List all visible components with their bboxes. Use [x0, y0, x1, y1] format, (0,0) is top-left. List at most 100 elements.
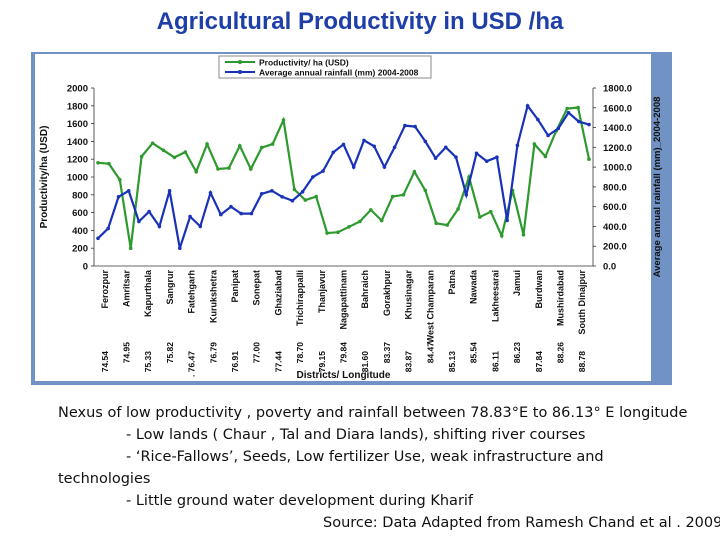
series-point-1 [382, 165, 387, 169]
x-category-label: Trichirappalli [295, 270, 305, 326]
series-point-1 [270, 189, 274, 193]
y2-tick-label: 1200.0 [603, 143, 632, 154]
legend-marker-1 [238, 70, 242, 74]
x-longitude-label: 75.82 [165, 342, 175, 364]
series-point-0 [587, 157, 591, 161]
series-point-0 [314, 194, 319, 199]
x-longitude-label: 87.84 [534, 351, 544, 373]
x-longitude-label: 77.44 [273, 351, 283, 373]
x-longitude-label: 86.11 [490, 351, 500, 372]
series-point-1 [126, 189, 131, 193]
x-longitude-label: . 76.47 [187, 351, 197, 377]
x-longitude-label: 86.23 [512, 342, 522, 364]
series-point-1 [505, 218, 510, 223]
series-point-1 [116, 195, 121, 199]
series-point-0 [216, 167, 220, 171]
x-category-label: Amritsar [122, 270, 132, 308]
series-point-1 [311, 175, 315, 179]
series-point-0 [369, 208, 373, 212]
series-point-0 [456, 207, 460, 211]
series-point-1 [219, 212, 223, 217]
x-longitude-label: 74.95 [122, 342, 132, 364]
x-axis-title: Districts/ Longitude [297, 370, 391, 381]
y-tick-label: 1000 [67, 173, 88, 184]
series-point-0 [194, 169, 198, 174]
y2-axis-title: Average annual rainfall (mm)_2004-2008 [652, 97, 663, 278]
caption-rice-fallows: - ‘Rice-Fallows’, Seeds, Low fertilizer … [126, 449, 604, 465]
y-tick-label: 200 [72, 244, 88, 255]
series-point-0 [96, 161, 100, 165]
y2-tick-label: 1800.0 [603, 84, 632, 95]
x-category-label: Ghaziabad [273, 270, 283, 316]
x-longitude-label: 76.91 [230, 351, 240, 373]
x-category-label: Mushirdabad [555, 270, 565, 326]
x-category-label: Khusinagar [404, 270, 414, 320]
legend-label-0: Productivity/ ha (USD) [259, 58, 349, 68]
x-longitude-label: 75.33 [143, 351, 153, 373]
series-point-0 [336, 230, 340, 234]
x-category-label: Gorakhpur [382, 270, 392, 317]
series-point-0 [434, 221, 439, 226]
series-point-0 [259, 145, 264, 150]
series-point-0 [238, 144, 242, 148]
y-tick-label: 800 [72, 190, 88, 201]
chart-legend-box [218, 55, 432, 79]
series-point-1 [198, 224, 203, 229]
page-title: Agricultural Productivity in USD /ha [156, 8, 564, 35]
y2-tick-label: 1600.0 [603, 103, 632, 114]
series-point-1 [239, 211, 243, 216]
x-category-label: Jamui [512, 270, 522, 296]
series-point-0 [423, 188, 428, 193]
caption-technologies: technologies [58, 471, 151, 487]
series-point-0 [303, 198, 308, 202]
x-category-label: Sangrur [165, 270, 175, 305]
y-tick-label: 1800 [67, 101, 88, 112]
series-point-1 [454, 155, 458, 159]
series-point-1 [536, 117, 540, 122]
x-longitude-label: 88.26 [555, 342, 565, 364]
series-point-1 [96, 236, 100, 241]
y-tick-label: 400 [72, 226, 88, 237]
y2-tick-label: 0.0 [603, 262, 616, 273]
x-category-label: Kapurthala [143, 269, 153, 317]
series-point-0 [227, 166, 231, 170]
series-point-1 [188, 214, 192, 219]
x-category-label: South Dinajpur [577, 270, 587, 335]
series-point-0 [401, 193, 406, 197]
legend-marker-0 [238, 60, 242, 64]
series-point-1 [157, 224, 162, 229]
x-category-label: Thanjavur [317, 270, 327, 314]
series-point-1 [147, 209, 151, 214]
series-point-0 [107, 161, 111, 166]
x-longitude-label: 79.84 [339, 342, 349, 364]
source-note: Source: Data Adapted from Ramesh Chand e… [323, 515, 720, 531]
x-category-label: Panipat [230, 270, 240, 303]
series-point-1 [280, 195, 284, 199]
y-tick-label: 1600 [67, 119, 88, 130]
x-longitude-label: 85.13 [447, 351, 457, 373]
series-point-0 [128, 246, 133, 250]
x-longitude-label: 74.54 [100, 351, 110, 373]
series-point-1 [290, 198, 295, 203]
series-point-0 [379, 218, 384, 223]
caption-lowlands: - Low lands ( Chaur , Tal and Diara land… [126, 427, 586, 443]
x-category-label: Fatehgarh [187, 270, 197, 314]
x-category-label: Kurukshetra [208, 269, 218, 323]
series-point-1 [372, 144, 377, 149]
series-point-0 [172, 155, 177, 160]
series-point-0 [325, 231, 329, 235]
series-point-0 [358, 219, 362, 224]
series-point-1 [515, 143, 520, 148]
series-point-1 [556, 126, 561, 131]
y-tick-label: 1400 [67, 137, 88, 148]
x-longitude-label: 76.79 [208, 342, 218, 364]
series-point-1 [167, 189, 172, 193]
y-axis-title: Productivity/ha (USD) [39, 126, 50, 229]
series-point-0 [292, 187, 297, 192]
x-category-label: West Champaran [425, 270, 435, 343]
series-point-1 [423, 139, 428, 144]
series-point-1 [362, 138, 366, 143]
series-point-1 [495, 155, 499, 159]
series-point-0 [565, 106, 569, 111]
series-point-0 [412, 169, 417, 174]
